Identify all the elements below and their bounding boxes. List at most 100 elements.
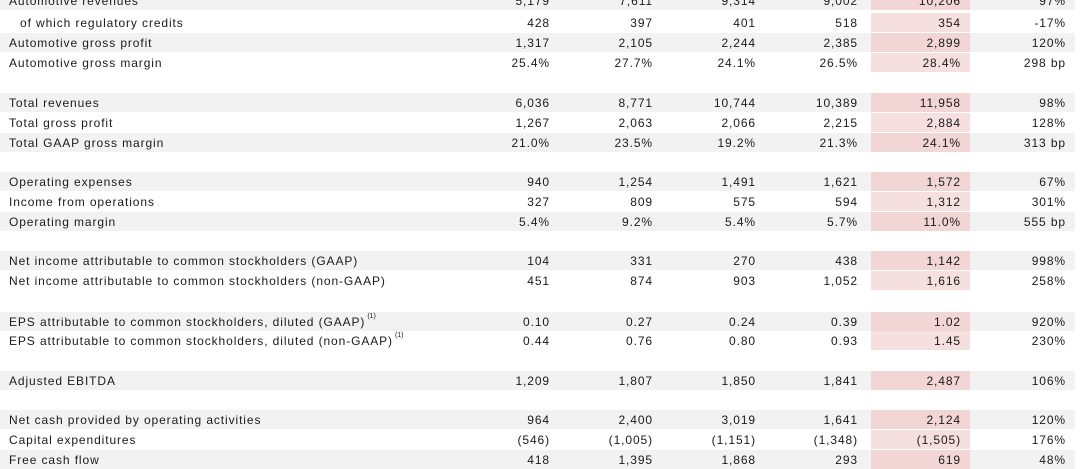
table-cell: 809 — [630, 194, 653, 209]
table-cell: (1,348) — [813, 432, 858, 447]
table-cell: (1,151) — [711, 432, 756, 447]
table-cell: 25.4% — [511, 55, 550, 70]
table-cell: 2,385 — [823, 35, 858, 50]
row-label: of which regulatory credits — [20, 15, 184, 30]
highlight-cell — [871, 113, 970, 132]
table-cell: 313 bp — [1023, 135, 1066, 150]
table-cell: 5.7% — [827, 214, 858, 229]
table-cell: 1,616 — [926, 273, 961, 288]
table-row: Capital expenditures (546) (1,005) (1,151) (… — [0, 430, 1075, 449]
table-cell: 2,063 — [618, 115, 653, 130]
row-label: Adjusted EBITDA — [9, 373, 116, 388]
highlight-cell — [871, 192, 970, 211]
table-cell: 1,621 — [823, 174, 858, 189]
table-cell: 619 — [938, 452, 961, 467]
table-cell: 0.80 — [729, 333, 756, 348]
table-cell: 428 — [527, 15, 550, 30]
highlight-cell — [871, 410, 970, 429]
table-cell: 270 — [733, 253, 756, 268]
row-label: EPS attributable to common stockholders,… — [9, 312, 376, 329]
table-cell: 298 bp — [1023, 55, 1066, 70]
highlight-cell — [871, 133, 970, 152]
highlight-cell — [871, 251, 970, 270]
table-cell: 0.24 — [729, 314, 756, 329]
table-cell: 0.27 — [626, 314, 653, 329]
table-cell: 23.5% — [614, 135, 653, 150]
table-cell: 1,312 — [926, 194, 961, 209]
table-cell: 594 — [835, 194, 858, 209]
table-row: Operating expenses 940 1,254 1,491 1,621 1,57… — [0, 172, 1075, 191]
table-cell: 26.5% — [819, 55, 858, 70]
table-cell: 5.4% — [725, 214, 756, 229]
table-cell: 920% — [1031, 314, 1066, 329]
table-cell: (1,005) — [608, 432, 653, 447]
table-cell: 397 — [630, 15, 653, 30]
highlight-cell — [871, 371, 970, 390]
table-row: Automotive revenues 5,179 7,611 9,314 9,002 1… — [0, 0, 1075, 10]
row-label: Net income attributable to common stockh… — [9, 253, 359, 268]
table-cell: 1,395 — [618, 452, 653, 467]
table-cell: 998% — [1031, 253, 1066, 268]
highlight-cell — [871, 312, 970, 331]
table-cell: 1,491 — [721, 174, 756, 189]
table-cell: 1,209 — [515, 373, 550, 388]
table-cell: 9.2% — [622, 214, 653, 229]
table-cell: 1,052 — [823, 273, 858, 288]
table-cell: 28.4% — [922, 55, 961, 70]
row-label: Automotive revenues — [9, 0, 139, 8]
table-cell: 24.1% — [717, 55, 756, 70]
table-cell: 2,884 — [926, 115, 961, 130]
row-label: Income from operations — [9, 194, 155, 209]
table-cell: 11,958 — [919, 95, 961, 110]
table-cell: 293 — [835, 452, 858, 467]
table-row: Net cash provided by operating activitie… — [0, 410, 1075, 429]
table-cell: 301% — [1031, 194, 1066, 209]
table-cell: 327 — [527, 194, 550, 209]
table-cell: 518 — [835, 15, 858, 30]
table-row: Income from operations 327 809 575 594 1,312 3… — [0, 192, 1075, 211]
highlight-cell — [871, 450, 970, 469]
row-label: Capital expenditures — [9, 432, 137, 447]
table-cell: 230% — [1031, 333, 1066, 348]
table-cell: 258% — [1031, 273, 1066, 288]
table-cell: 331 — [630, 253, 653, 268]
row-label: Total revenues — [9, 95, 100, 110]
table-cell: 120% — [1031, 412, 1066, 427]
table-row: EPS attributable to common stockholders,… — [0, 312, 1075, 331]
row-label: Automotive gross profit — [9, 35, 153, 50]
table-cell: 0.44 — [523, 333, 550, 348]
table-cell: 2,899 — [926, 35, 961, 50]
table-cell: 2,487 — [926, 373, 961, 388]
table-cell: 438 — [835, 253, 858, 268]
highlight-cell — [871, 172, 970, 191]
table-cell: 1,868 — [721, 452, 756, 467]
table-row: Total GAAP gross margin 21.0% 23.5% 19.2% 21… — [0, 133, 1075, 152]
table-row: Operating margin 5.4% 9.2% 5.4% 5.7% 11.0% 555… — [0, 212, 1075, 231]
table-cell: 0.10 — [523, 314, 550, 329]
table-cell: 128% — [1031, 115, 1066, 130]
table-row: Net income attributable to common stockh… — [0, 251, 1075, 270]
table-cell: 48% — [1039, 452, 1066, 467]
table-cell: 2,124 — [926, 412, 961, 427]
table-cell: 1,850 — [721, 373, 756, 388]
table-cell: 418 — [527, 452, 550, 467]
row-label: Operating margin — [9, 214, 117, 229]
table-row: Total revenues 6,036 8,771 10,744 10,389 11,9… — [0, 93, 1075, 112]
table-cell: 1,317 — [515, 35, 550, 50]
table-cell: 120% — [1031, 35, 1066, 50]
table-cell: 451 — [527, 273, 550, 288]
table-cell: 1,254 — [618, 174, 653, 189]
table-cell: -17% — [1034, 15, 1066, 30]
highlight-cell — [871, 212, 970, 231]
table-cell: 1,267 — [515, 115, 550, 130]
row-label: Total gross profit — [9, 115, 114, 130]
table-cell: 2,105 — [618, 35, 653, 50]
table-cell: 0.39 — [831, 314, 858, 329]
table-cell: 24.1% — [922, 135, 961, 150]
table-cell: 27.7% — [614, 55, 653, 70]
table-cell: 8,771 — [618, 95, 653, 110]
table-cell: 67% — [1039, 174, 1066, 189]
highlight-cell — [871, 93, 970, 112]
row-label: Net cash provided by operating activitie… — [9, 412, 262, 427]
